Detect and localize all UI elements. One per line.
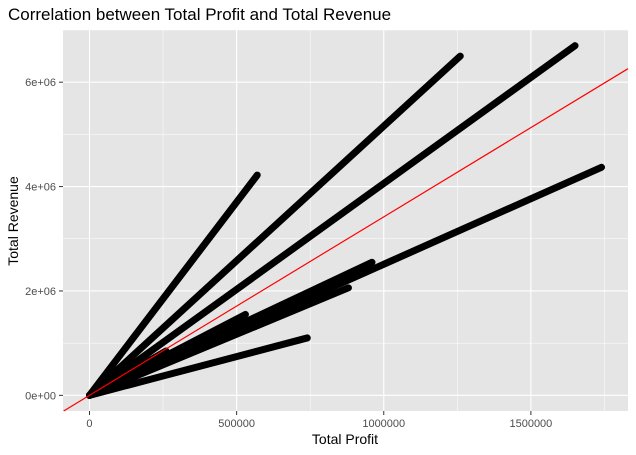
x-tick-label: 0 bbox=[86, 418, 92, 430]
reference-line-group bbox=[63, 68, 629, 412]
x-tick-label: 1500000 bbox=[509, 418, 552, 430]
data-points bbox=[85, 42, 606, 399]
y-axis-title: Total Revenue bbox=[5, 176, 21, 266]
chart-title: Correlation between Total Profit and Tot… bbox=[8, 5, 391, 24]
x-axis: 0 500000 1000000 1500000 bbox=[86, 411, 552, 430]
y-tick-label: 4e+06 bbox=[25, 182, 56, 194]
reference-line bbox=[63, 68, 629, 412]
point-band-7 bbox=[85, 334, 311, 399]
x-tick-label: 1000000 bbox=[362, 418, 405, 430]
y-axis: 0e+00 2e+06 4e+06 6e+06 bbox=[25, 77, 63, 402]
x-tick-label: 500000 bbox=[218, 418, 255, 430]
y-tick-label: 0e+00 bbox=[25, 390, 56, 402]
minor-gridlines bbox=[63, 29, 628, 411]
point-band-3 bbox=[85, 42, 579, 399]
x-axis-title: Total Profit bbox=[312, 431, 378, 447]
point-band-2 bbox=[85, 52, 464, 399]
point-band-1 bbox=[85, 171, 261, 399]
y-tick-label: 6e+06 bbox=[25, 77, 56, 89]
y-tick-label: 2e+06 bbox=[25, 286, 56, 298]
point-band-6 bbox=[85, 284, 352, 399]
